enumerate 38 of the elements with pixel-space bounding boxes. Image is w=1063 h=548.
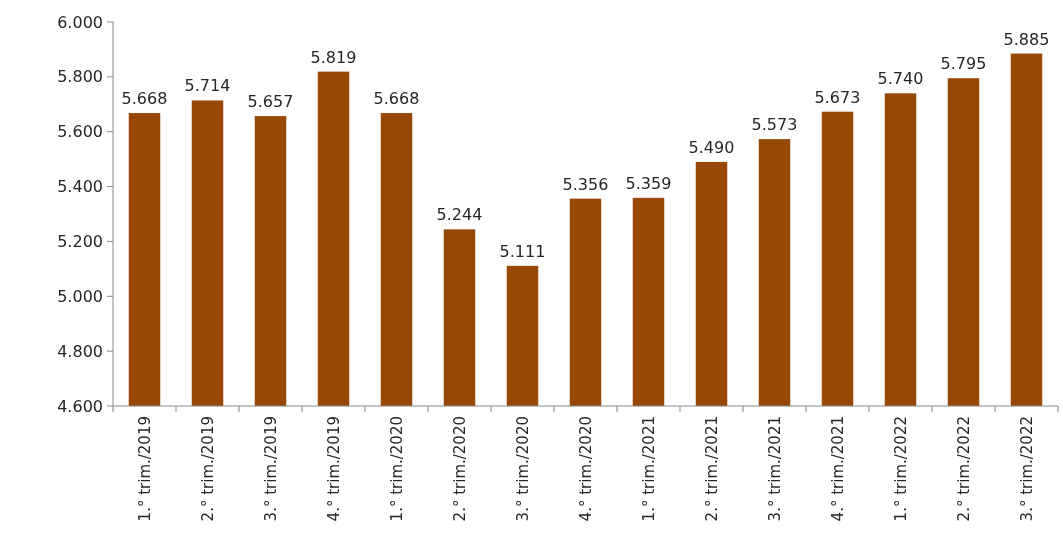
x-tick-label: 4.° trim./2019: [324, 416, 343, 522]
y-tick-label: 5.600: [57, 122, 103, 142]
y-tick-label: 6.000: [57, 12, 103, 32]
y-tick-label: 4.600: [57, 396, 103, 416]
data-label: 5.668: [121, 89, 168, 109]
data-label: 5.740: [877, 69, 924, 89]
x-tick-label: 3.° trim./2021: [765, 416, 784, 522]
x-tick-label: 3.° trim./2019: [261, 416, 280, 522]
x-tick-label: 1.° trim./2019: [135, 416, 154, 522]
x-tick-label: 2.° trim./2019: [198, 416, 217, 522]
data-label: 5.673: [814, 87, 861, 107]
y-tick-label: 4.800: [57, 341, 103, 361]
y-tick-label: 5.800: [57, 67, 103, 87]
y-tick-label: 5.000: [57, 286, 103, 306]
data-label: 5.244: [436, 205, 483, 225]
data-label: 5.356: [562, 174, 609, 194]
data-label: 5.668: [373, 89, 420, 109]
x-tick-label: 2.° trim./2021: [702, 416, 721, 522]
data-label: 5.111: [499, 241, 546, 261]
x-tick-label: 4.° trim./2021: [828, 416, 847, 522]
data-label: 5.714: [184, 76, 231, 96]
x-tick-label: 2.° trim./2020: [450, 416, 469, 522]
y-tick-label: 5.400: [57, 177, 103, 197]
x-tick-label: 3.° trim./2022: [1017, 416, 1036, 522]
data-label: 5.573: [751, 115, 798, 135]
data-label: 5.885: [1003, 29, 1050, 49]
y-tick-label: 5.200: [57, 232, 103, 252]
x-tick-label: 4.° trim./2020: [576, 416, 595, 522]
x-tick-label: 2.° trim./2022: [954, 416, 973, 522]
data-label: 5.490: [688, 137, 735, 157]
x-tick-label: 1.° trim./2022: [891, 416, 910, 522]
data-label: 5.657: [247, 92, 294, 112]
data-label: 5.359: [625, 173, 672, 193]
data-label: 5.795: [940, 54, 987, 74]
x-tick-label: 3.° trim./2020: [513, 416, 532, 522]
x-tick-label: 1.° trim./2020: [387, 416, 406, 522]
data-label: 5.819: [310, 47, 357, 67]
x-tick-label: 1.° trim./2021: [639, 416, 658, 522]
